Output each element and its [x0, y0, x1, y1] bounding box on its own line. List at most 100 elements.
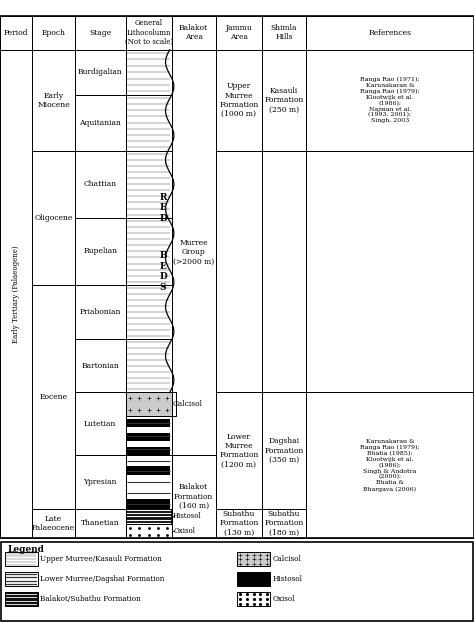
Text: Balakot/Subathu Formation: Balakot/Subathu Formation [40, 595, 141, 603]
Bar [32, 50, 75, 151]
Bar [172, 50, 216, 455]
Bar [306, 392, 474, 538]
Text: Lutetian: Lutetian [84, 420, 117, 428]
Text: Lower Murree/Dagshai Formation: Lower Murree/Dagshai Formation [40, 575, 164, 583]
Bar [5, 572, 38, 586]
Bar [126, 16, 172, 50]
Bar [75, 509, 126, 538]
Bar [127, 466, 170, 475]
Bar [5, 592, 38, 606]
Bar [216, 392, 262, 509]
Text: Rupelian: Rupelian [83, 248, 117, 256]
Text: Oxisol: Oxisol [273, 595, 295, 603]
Bar [126, 416, 172, 455]
Text: Early Tertiary (Palaeogene): Early Tertiary (Palaeogene) [12, 245, 20, 343]
Bar [126, 151, 172, 218]
Bar [126, 509, 172, 538]
Bar [262, 151, 306, 392]
Text: References: References [368, 29, 411, 37]
Bar [1, 542, 473, 621]
Text: Kasauli
Formation
(250 m): Kasauli Formation (250 m) [264, 87, 304, 113]
Text: Early
Miocene: Early Miocene [37, 91, 70, 109]
Text: Shimla
Hills: Shimla Hills [271, 24, 297, 41]
Text: Legend: Legend [8, 545, 45, 554]
Bar [32, 16, 75, 50]
Bar [0, 16, 32, 50]
Text: General
Lithocolumn
(Not to scale): General Lithocolumn (Not to scale) [125, 19, 173, 46]
Text: Burdigalian: Burdigalian [78, 68, 123, 76]
Text: Calcisol: Calcisol [273, 555, 301, 563]
Text: Lower
Murree
Formation
(1200 m): Lower Murree Formation (1200 m) [219, 433, 259, 468]
Bar [75, 218, 126, 285]
Bar [216, 50, 262, 151]
Bar [262, 50, 306, 151]
Bar [126, 50, 172, 95]
Text: Period: Period [4, 29, 28, 37]
Bar [0, 16, 474, 538]
Text: Ypresian: Ypresian [83, 478, 117, 486]
Bar [126, 339, 172, 392]
Bar [216, 151, 262, 392]
Text: Upper
Murree
Formation
(1000 m): Upper Murree Formation (1000 m) [219, 82, 259, 118]
Bar [75, 339, 126, 392]
Text: Chattian: Chattian [84, 180, 117, 188]
Bar [32, 151, 75, 285]
Bar [126, 455, 172, 509]
Bar [216, 16, 262, 50]
Bar [126, 455, 172, 509]
Bar [262, 16, 306, 50]
Bar [126, 392, 172, 416]
Bar [127, 447, 170, 455]
Text: R
E
D: R E D [159, 193, 167, 223]
Text: Jammu
Area: Jammu Area [226, 24, 252, 41]
Text: Oxisol: Oxisol [173, 527, 195, 535]
Text: Stage: Stage [89, 29, 111, 37]
Text: Late
Palaeocene: Late Palaeocene [32, 515, 75, 532]
Bar [126, 285, 172, 339]
Bar [306, 50, 474, 151]
Bar [127, 419, 170, 427]
Bar [262, 509, 306, 538]
Text: Aquitanian: Aquitanian [79, 119, 121, 126]
Bar [126, 509, 172, 524]
Bar [237, 592, 270, 606]
Text: Thanetian: Thanetian [81, 519, 119, 527]
Bar [126, 524, 172, 538]
Bar [126, 95, 172, 151]
Bar [216, 509, 262, 538]
Bar [0, 50, 32, 538]
Bar [237, 572, 270, 586]
Bar [5, 552, 38, 566]
Text: Karunakaran &
Ranga Rao (1979);
Bhatia (1985);
Klootwijk et al.
(1986);
Singh & : Karunakaran & Ranga Rao (1979); Bhatia (… [360, 439, 419, 491]
Bar [172, 16, 216, 50]
Bar [32, 285, 75, 509]
Text: Upper Murree/Kasauli Formation: Upper Murree/Kasauli Formation [40, 555, 162, 563]
Text: Subathu
Formation
(130 m): Subathu Formation (130 m) [219, 510, 259, 537]
Bar [126, 218, 172, 285]
Bar [237, 552, 270, 566]
Bar [75, 95, 126, 151]
Bar [126, 392, 172, 455]
Text: Ranga Rao (1971);
Karunakaran &
Ranga Rao (1979);
Klootwijk et al.
(1986);
Najma: Ranga Rao (1971); Karunakaran & Ranga Ra… [360, 77, 419, 123]
Bar [306, 151, 474, 392]
Bar [75, 151, 126, 218]
Text: Oligocene: Oligocene [35, 214, 73, 221]
Text: Dagshai
Formation
(350 m): Dagshai Formation (350 m) [264, 437, 304, 464]
Text: Balakot
Area: Balakot Area [179, 24, 208, 41]
Bar [75, 455, 126, 509]
Text: Bartonian: Bartonian [82, 361, 119, 369]
Bar [262, 392, 306, 509]
Text: Priabonian: Priabonian [80, 308, 121, 316]
Bar [75, 285, 126, 339]
Text: Histosol: Histosol [173, 513, 201, 521]
Text: Epoch: Epoch [42, 29, 65, 37]
Bar [75, 50, 126, 95]
Bar [32, 509, 75, 538]
Bar [75, 16, 126, 50]
Text: Calcisol: Calcisol [173, 401, 203, 409]
Bar [306, 16, 474, 50]
Bar [172, 455, 216, 538]
Text: Subathu
Formation
(180 m): Subathu Formation (180 m) [264, 510, 304, 537]
Bar [127, 433, 170, 441]
Text: Histosol: Histosol [273, 575, 302, 583]
